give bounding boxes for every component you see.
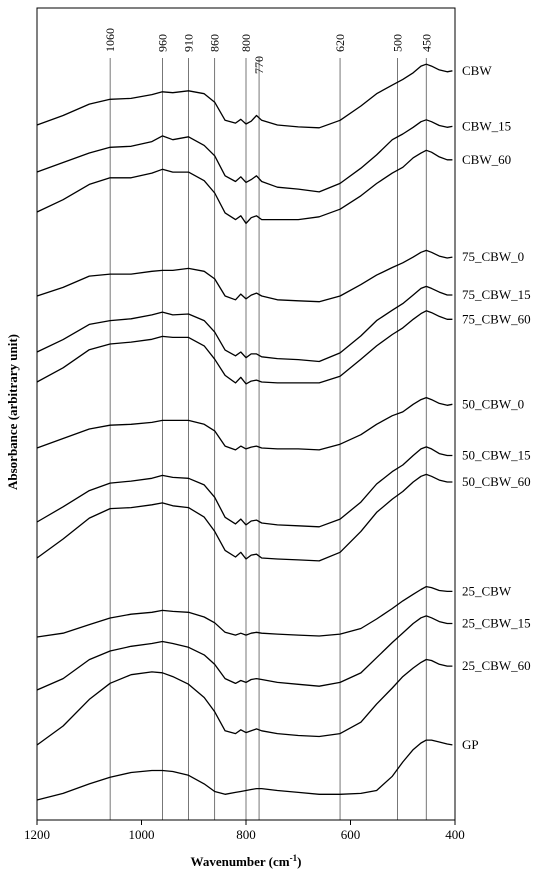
spectrum-75_CBW_15 — [36, 285, 453, 363]
reference-lines: 1060 960 910 860 800 770 620 500 450 — [103, 28, 433, 820]
axes: 1200 1000 800 600 400 — [24, 7, 465, 842]
spectrum-50_CBW_15 — [36, 446, 453, 528]
x-tick-label-400: 400 — [445, 827, 465, 842]
x-tick-label-1000: 1000 — [129, 827, 155, 842]
series-label-75_CBW_60: 75_CBW_60 — [462, 311, 531, 326]
spectrum-CBW_15 — [36, 119, 453, 193]
spectrum-GP — [36, 739, 453, 801]
spectrum-25_CBW_60 — [36, 658, 453, 746]
series-label-CBW_15: CBW_15 — [462, 118, 511, 133]
reference-label-450: 450 — [419, 34, 433, 52]
x-tick-label-1200: 1200 — [24, 827, 50, 842]
y-axis-label: Absorbance (arbitrary unit) — [5, 334, 20, 490]
reference-label-770: 770 — [252, 56, 266, 74]
reference-label-800: 800 — [239, 34, 253, 52]
spectrum-50_CBW_0 — [36, 396, 453, 451]
series-label-25_CBW: 25_CBW — [462, 583, 512, 598]
series-labels: CBW CBW_15 CBW_60 75_CBW_0 75_CBW_15 75_CBW_6… — [462, 63, 531, 752]
series-label-25_CBW_15: 25_CBW_15 — [462, 616, 531, 631]
spectrum-25_CBW_15 — [36, 615, 453, 691]
spectrum-75_CBW_60 — [36, 310, 453, 385]
reference-label-500: 500 — [391, 34, 405, 52]
x-axis-label: Wavenumber (cm-1) — [191, 853, 302, 869]
series-label-75_CBW_15: 75_CBW_15 — [462, 287, 531, 302]
series-label-25_CBW_60: 25_CBW_60 — [462, 658, 531, 673]
spectra-curves — [36, 63, 453, 801]
x-tick-label-800: 800 — [236, 827, 256, 842]
reference-label-1060: 1060 — [103, 28, 117, 52]
reference-label-960: 960 — [155, 34, 169, 52]
reference-label-860: 860 — [208, 34, 222, 52]
series-label-50_CBW_60: 50_CBW_60 — [462, 474, 531, 489]
spectrum-50_CBW_60 — [36, 473, 453, 562]
reference-label-910: 910 — [182, 34, 196, 52]
series-label-CBW_60: CBW_60 — [462, 152, 511, 167]
series-label-50_CBW_15: 50_CBW_15 — [462, 448, 531, 463]
spectrum-CBW — [36, 63, 453, 129]
spectrum-25_CBW — [36, 585, 453, 638]
spectrum-CBW_60 — [36, 149, 453, 225]
reference-label-620: 620 — [333, 34, 347, 52]
series-label-75_CBW_0: 75_CBW_0 — [462, 249, 524, 264]
x-tick-label-600: 600 — [341, 827, 361, 842]
series-label-GP: GP — [462, 737, 479, 752]
series-label-CBW: CBW — [462, 63, 492, 78]
spectrum-75_CBW_0 — [36, 249, 453, 303]
series-label-50_CBW_0: 50_CBW_0 — [462, 396, 524, 411]
